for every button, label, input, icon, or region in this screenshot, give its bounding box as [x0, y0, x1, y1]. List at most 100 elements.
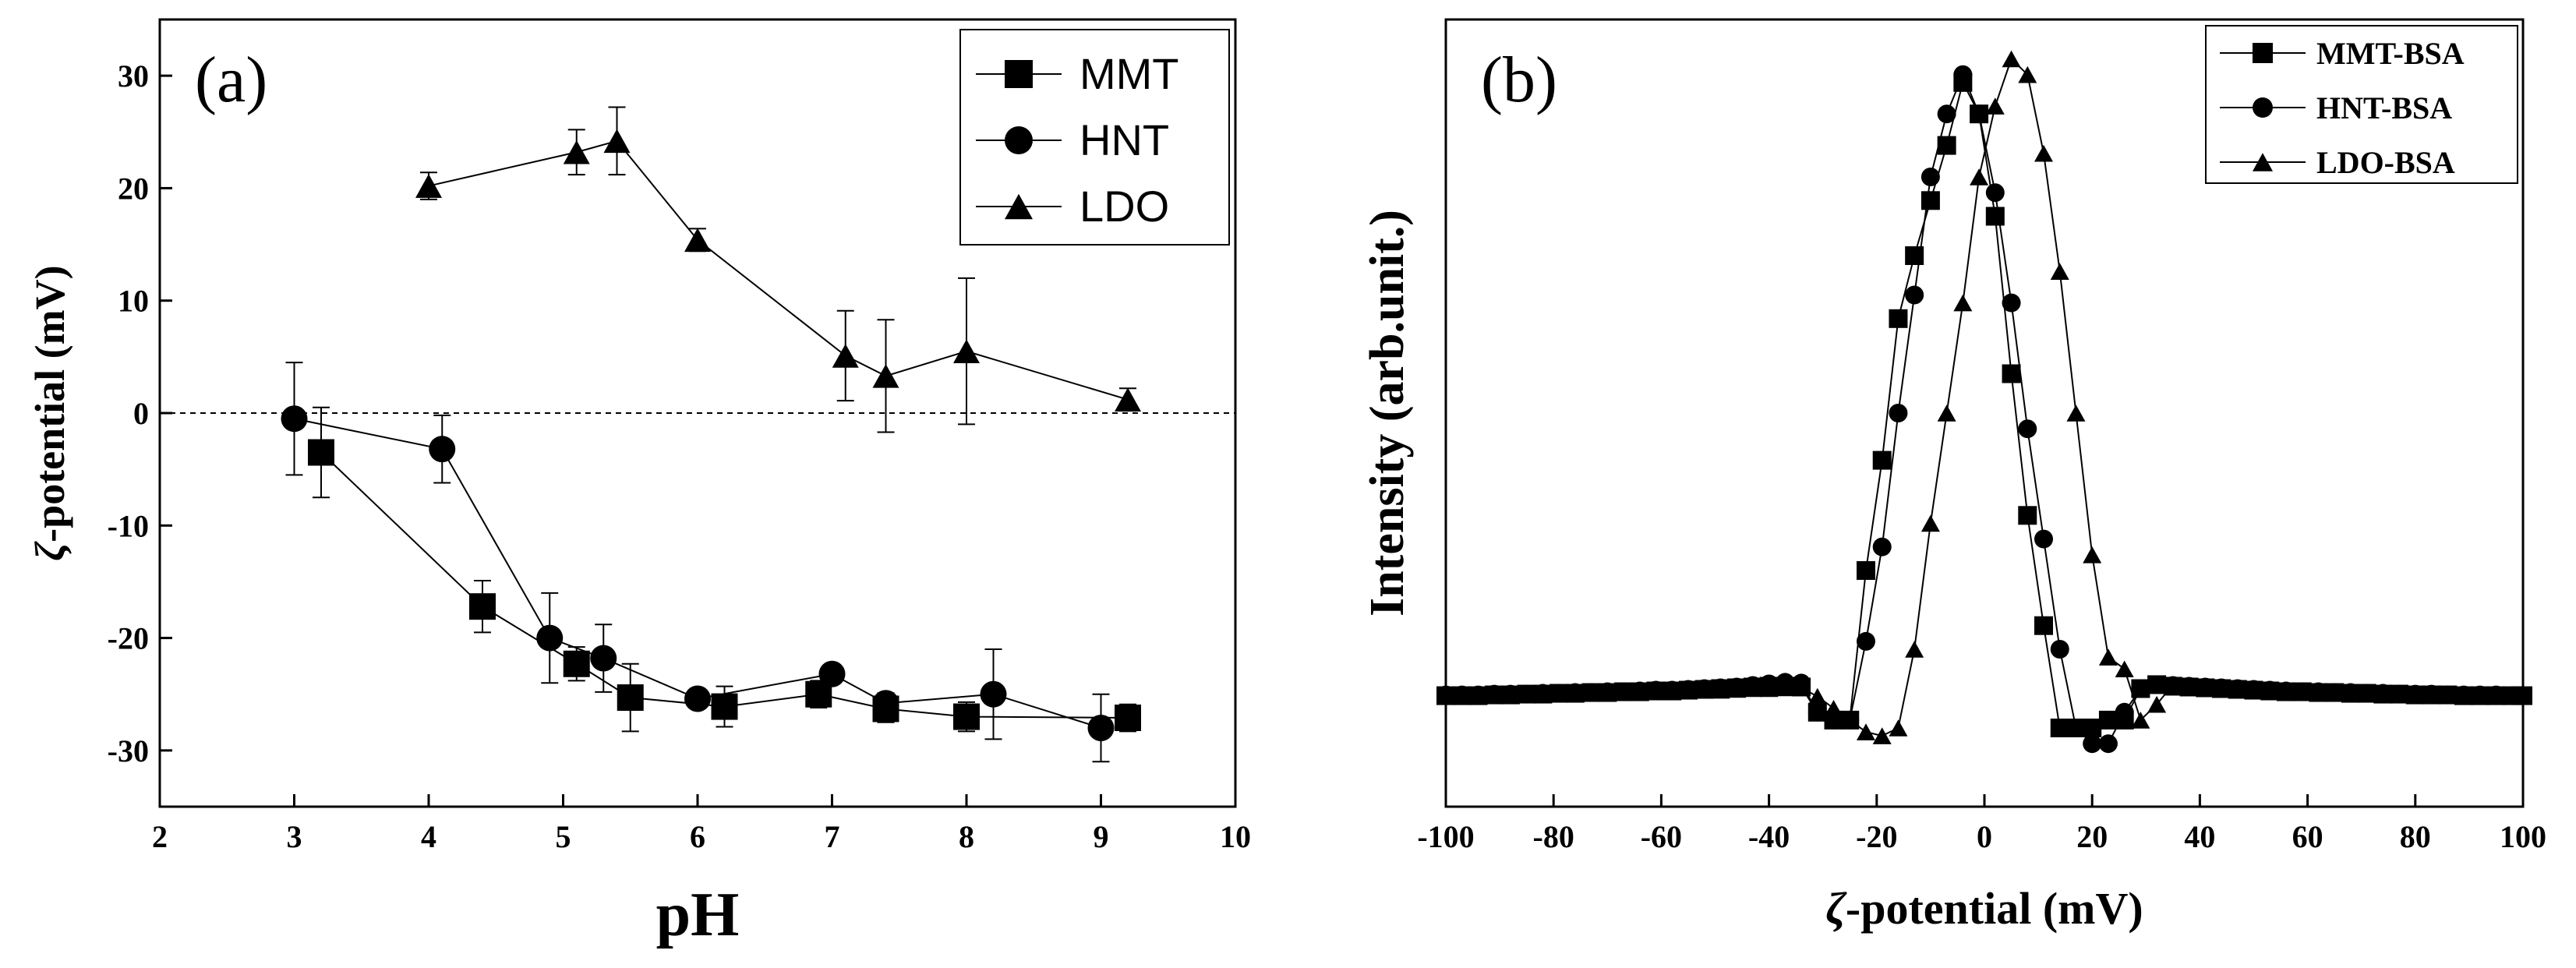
- data-point-hnt-bsa: [1905, 285, 1924, 305]
- series-line-mmt: [320, 451, 1129, 719]
- legend-a-label-hnt: HNT: [1080, 115, 1169, 164]
- panel-b-x-tick-label: -80: [1533, 819, 1574, 854]
- data-point-ldo-bsa: [1985, 97, 2005, 115]
- legend-b-label-mmt: MMT-BSA: [2316, 36, 2465, 71]
- data-point-mmt-bsa: [2098, 710, 2118, 730]
- data-point-ldo-bsa: [1565, 684, 1585, 702]
- data-point-hnt-bsa: [1937, 104, 1956, 124]
- data-point-ldo-bsa: [1500, 686, 1520, 704]
- data-point-ldo-bsa: [2196, 678, 2215, 696]
- data-point-mmt: [711, 693, 738, 720]
- legend-b-marker-mmt-bsa: [2253, 43, 2273, 63]
- panel-a-y-tick-label: -30: [108, 733, 149, 768]
- panel-b-x-tick-label: 80: [2400, 819, 2431, 854]
- data-point-ldo-bsa: [2098, 648, 2118, 666]
- data-point-hnt-bsa: [1889, 404, 1908, 422]
- panel-a-x-tick-label: 10: [1220, 819, 1251, 854]
- panel-a-y-axis-text: -potential (mV): [27, 265, 73, 542]
- data-point-ldo-bsa: [1452, 687, 1472, 705]
- data-point-ldo-bsa: [2438, 686, 2458, 704]
- panel-a-y-axis-symbol: ζ: [27, 541, 73, 561]
- data-point-ldo-bsa: [2179, 677, 2199, 695]
- panel-b-chart: -100 -80 -60 -40 -20 0 20 40 60 80 100 (b) MMT-BSA…: [1361, 18, 2546, 934]
- data-point-ldo-bsa: [1776, 679, 1795, 697]
- data-point-ldo-bsa: [1889, 719, 1908, 737]
- data-point-ldo-bsa: [2357, 684, 2376, 702]
- data-point-hnt: [536, 624, 564, 652]
- data-point-ldo-bsa: [2454, 686, 2473, 704]
- legend-b-marker-hnt-bsa: [2253, 97, 2273, 118]
- data-point-ldo-bsa: [2002, 50, 2021, 68]
- data-point-ldo-bsa: [2147, 695, 2167, 713]
- panel-b-x-tick-label: 60: [2292, 819, 2323, 854]
- data-point-ldo: [563, 140, 590, 164]
- data-point-mmt-bsa: [2050, 719, 2069, 737]
- data-point-hnt-bsa: [1807, 702, 1827, 722]
- data-point-mmt: [617, 684, 644, 712]
- data-point-ldo-bsa: [2514, 687, 2532, 705]
- panel-a-y-tick-label: 10: [118, 284, 149, 319]
- data-point-ldo-bsa: [1727, 680, 1747, 698]
- data-point-ldo-bsa: [1872, 727, 1892, 744]
- data-point-ldo-bsa: [2115, 660, 2134, 678]
- panel-a-x-tick-label: 4: [421, 819, 436, 854]
- panel-a-x-tick-label: 9: [1094, 819, 1109, 854]
- data-point-mmt-bsa: [1937, 136, 1956, 155]
- data-point-hnt: [980, 680, 1007, 708]
- data-point-ldo-bsa: [2034, 144, 2054, 162]
- data-point-ldo-bsa: [1533, 685, 1553, 703]
- data-point-ldo-bsa: [2309, 683, 2328, 701]
- legend-a-label-ldo: LDO: [1080, 182, 1169, 231]
- data-point-hnt: [590, 645, 617, 672]
- panel-b-x-tick-label: -60: [1641, 819, 1682, 854]
- data-point-ldo-bsa: [2486, 687, 2506, 705]
- data-point-ldo-bsa: [2050, 263, 2069, 280]
- data-point-hnt-bsa: [1970, 104, 1989, 124]
- data-point-mmt: [563, 650, 590, 677]
- panel-a-x-tick-label: 8: [959, 819, 974, 854]
- data-point-ldo: [872, 364, 899, 388]
- data-point-mmt: [953, 703, 980, 730]
- panel-a-legend: MMT HNT LDO: [959, 29, 1230, 246]
- data-point-hnt-bsa: [2147, 675, 2167, 694]
- panel-b-x-axis-symbol: ζ: [1825, 883, 1847, 934]
- panel-a-x-tick-label: 6: [690, 819, 705, 854]
- panel-a-y-tick-label: 30: [118, 58, 149, 94]
- data-point-ldo: [684, 228, 711, 253]
- panel-a-y-tick-label: 0: [133, 396, 149, 431]
- panel-a-x-tick-label: 2: [152, 819, 168, 854]
- data-point-ldo-bsa: [1694, 681, 1714, 699]
- data-point-ldo-bsa: [2276, 682, 2295, 700]
- panel-a-x-tick-label: 3: [287, 819, 302, 854]
- data-point-ldo-bsa: [1598, 684, 1617, 701]
- data-point-hnt: [1087, 715, 1115, 741]
- data-point-ldo: [603, 129, 631, 154]
- data-point-mmt-bsa: [2018, 506, 2037, 525]
- data-point-ldo-bsa: [1614, 684, 1634, 701]
- data-point-ldo-bsa: [1824, 699, 1843, 717]
- data-point-ldo-bsa: [2083, 546, 2102, 563]
- data-point-ldo-bsa: [1856, 723, 1875, 740]
- data-point-mmt: [1115, 705, 1141, 732]
- series-line-hnt: [294, 418, 1101, 729]
- panel-a-y-tick-label: 20: [118, 171, 149, 206]
- panel-a-label: (a): [195, 44, 267, 116]
- data-point-hnt-bsa: [1872, 537, 1892, 556]
- data-point-ldo-bsa: [2260, 681, 2280, 699]
- panel-b-x-axis-label: ζ-potential (mV): [1825, 883, 2143, 934]
- panel-a-y-tick-label: -20: [108, 621, 149, 656]
- data-point-mmt-bsa: [1872, 450, 1892, 470]
- data-point-ldo-bsa: [1807, 687, 1827, 705]
- data-point-hnt-bsa: [2066, 719, 2086, 737]
- panel-b-x-tick-label: -100: [1417, 819, 1474, 854]
- panel-b-x-tick-label: 40: [2184, 819, 2215, 854]
- data-point-ldo-bsa: [1840, 712, 1860, 729]
- data-point-ldo: [832, 344, 859, 368]
- legend-b-label-hnt: HNT-BSA: [2316, 90, 2452, 125]
- data-point-hnt: [429, 436, 456, 463]
- data-point-mmt-bsa: [1905, 246, 1924, 265]
- data-point-ldo: [953, 339, 980, 363]
- data-point-hnt: [281, 405, 308, 433]
- legend-b-label-ldo: LDO-BSA: [2316, 145, 2455, 180]
- legend-a-label-mmt: MMT: [1080, 49, 1179, 98]
